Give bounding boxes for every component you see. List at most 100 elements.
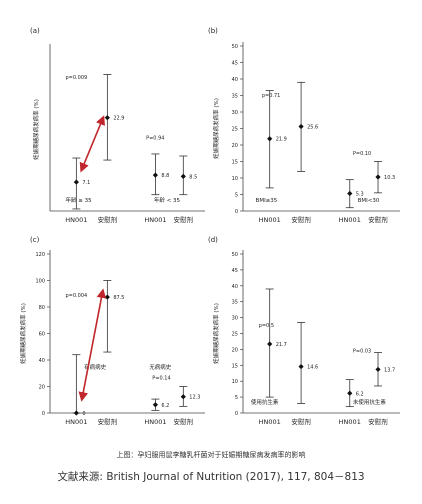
data-point [152, 402, 158, 408]
y-tick-label: 40 [232, 77, 238, 83]
y-axis-title: 妊娠期糖尿病发病率 (%) [19, 303, 27, 364]
y-tick-label: 50 [232, 252, 238, 258]
p-value-annotation: p=0.5 [259, 323, 274, 329]
y-tick-label: 50 [232, 44, 238, 50]
data-label: 6.2 [356, 391, 364, 397]
y-tick-label: 25 [232, 127, 238, 133]
y-tick-label: 5 [235, 395, 238, 401]
data-label: 25.6 [307, 125, 318, 131]
panel-label: (d) [208, 236, 218, 244]
y-tick-label: 25 [232, 332, 238, 338]
data-point [180, 173, 186, 179]
group-label: 使用抗生素 [251, 398, 279, 406]
y-tick-label: 15 [232, 160, 238, 166]
p-value-annotation: P=0.94 [146, 135, 164, 141]
data-label: 87.5 [113, 295, 124, 301]
x-tick-label: 安慰剂 [291, 417, 311, 426]
group-label: 年龄 < 35 [154, 196, 181, 204]
y-axis-title: 妊娠期糖尿病发病率 (%) [212, 303, 220, 364]
x-tick-label: HN001 [259, 418, 281, 426]
data-point [375, 366, 381, 373]
data-label: 13.7 [384, 367, 395, 373]
data-point [104, 115, 110, 121]
data-label: 8.8 [161, 173, 169, 179]
data-label: 6.2 [161, 403, 169, 409]
y-tick-label: 30 [232, 316, 238, 322]
data-label: 21.9 [276, 137, 287, 143]
p-value-annotation: p=0.71 [262, 93, 281, 99]
x-tick-label: HN001 [259, 216, 281, 224]
y-tick-label: 35 [232, 94, 238, 100]
y-tick-label: 10 [232, 379, 238, 385]
y-tick-label: 10 [232, 176, 238, 182]
data-label: 22.9 [113, 116, 124, 122]
y-tick-label: 0 [235, 209, 238, 215]
group-label: 年龄 ≥ 35 [66, 196, 93, 204]
panel-d: (d) 0 5 10 15 20 25 30 35 40 45 50 妊娠期糖尿病发病率 (%) 21.7… [208, 236, 400, 426]
y-tick-label: 40 [232, 284, 238, 290]
x-tick-label: HN001 [65, 418, 87, 426]
y-tick-label: 45 [232, 61, 238, 67]
y-tick-label: 20 [232, 347, 238, 353]
data-point [298, 123, 304, 130]
x-tick-label: 安慰剂 [368, 215, 388, 224]
y-axis-title: 妊娠期糖尿病发病率 (%) [212, 98, 220, 159]
y-tick-label: 60 [39, 332, 45, 338]
y-tick-label: 0 [235, 411, 238, 417]
panel-label: (c) [30, 236, 40, 244]
x-tick-label: 安慰剂 [368, 417, 388, 426]
panel-b: (b) 0 5 10 15 20 25 30 35 40 45 50 妊娠期糖尿病发病率 (%) 21.9… [208, 27, 400, 224]
data-label: 14.6 [307, 365, 318, 371]
group-label: 无病病史 [149, 363, 172, 371]
data-point [180, 394, 186, 400]
data-point [347, 390, 353, 396]
data-label: 7.1 [82, 180, 90, 186]
data-point [267, 136, 273, 142]
x-tick-label: HN001 [65, 216, 87, 224]
data-label: 21.7 [276, 342, 287, 348]
x-tick-label: 安慰剂 [291, 215, 311, 224]
data-point [73, 410, 79, 416]
x-tick-label: 安慰剂 [98, 417, 118, 426]
p-value-annotation: P=0.14 [152, 376, 170, 382]
x-tick-label: HN001 [339, 418, 361, 426]
panel-c: (c) 0 20 40 60 80 100 120 妊娠期糖尿病发病率 (%) 0 87.5 6.2 1… [19, 236, 205, 426]
source-citation: 文献来源: British Journal of Nutrition (2017… [57, 471, 365, 483]
comparison-arrow [79, 115, 105, 173]
y-tick-label: 5 [235, 193, 238, 199]
y-tick-label: 45 [232, 268, 238, 274]
data-point [104, 294, 110, 300]
y-tick-label: 15 [232, 363, 238, 369]
y-tick-label: 100 [35, 279, 45, 285]
figure: (a) 妊娠期糖尿病发病率 (%) 7.1 22.9 8.8 8.5 HN001 安慰剂 HN0… [19, 27, 400, 426]
y-tick-label: 30 [232, 110, 238, 116]
p-value-annotation: p=0.009 [66, 75, 88, 81]
x-tick-label: HN001 [144, 418, 166, 426]
y-tick-label: 80 [39, 305, 45, 311]
data-point [298, 363, 304, 370]
panel-a: (a) 妊娠期糖尿病发病率 (%) 7.1 22.9 8.8 8.5 HN001 安慰剂 HN0… [30, 27, 205, 224]
panel-label: (a) [30, 27, 40, 35]
data-label: 12.3 [189, 395, 200, 401]
y-tick-label: 120 [35, 252, 45, 258]
panel-label: (b) [208, 27, 218, 35]
x-tick-label: 安慰剂 [98, 215, 118, 224]
x-tick-label: HN001 [339, 216, 361, 224]
data-point [375, 174, 381, 180]
group-label: BMI≥35 [256, 198, 278, 204]
figure-caption: 上图：孕妇服用鼠李糖乳杆菌对于妊娠期糖尿病发病率的影响 [116, 451, 306, 459]
p-value-annotation: P=0.10 [353, 151, 371, 157]
y-tick-label: 35 [232, 300, 238, 306]
y-axis-title: 妊娠期糖尿病发病率 (%) [32, 99, 40, 160]
data-point [152, 172, 158, 178]
data-point [267, 341, 273, 347]
x-tick-label: 安慰剂 [174, 417, 194, 426]
p-value-annotation: p=0.004 [66, 293, 88, 299]
comparison-arrow [78, 288, 107, 402]
group-label: BMI<30 [358, 198, 380, 204]
data-point [73, 179, 79, 185]
data-label: 5.3 [356, 192, 364, 198]
x-tick-label: HN001 [144, 216, 166, 224]
y-tick-label: 40 [39, 358, 45, 364]
data-point [347, 190, 353, 197]
